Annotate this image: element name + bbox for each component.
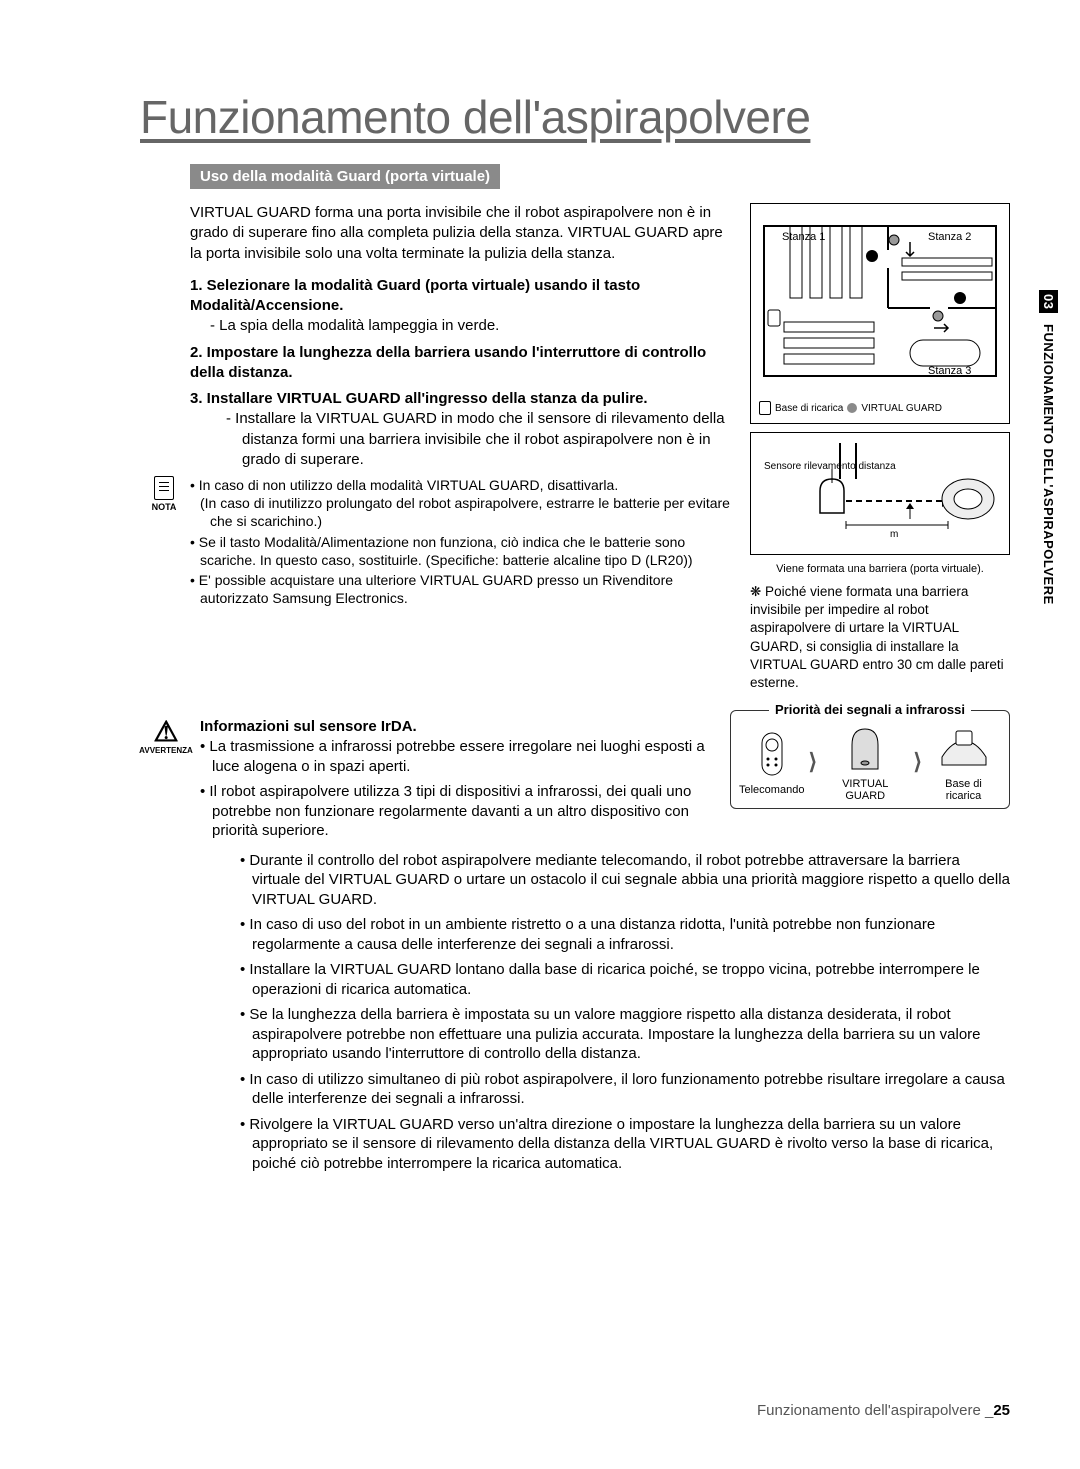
priority-label-2: VIRTUAL GUARD (821, 778, 909, 802)
barrier-diagram-svg: Sensore rilevamento distanza m (759, 441, 1001, 541)
footer-page-number: 25 (993, 1402, 1010, 1419)
irda-bullet-1: La trasmissione a infrarossi potrebbe es… (200, 737, 720, 776)
note-1-sub: (In caso di inutilizzo prolungato del ro… (210, 494, 736, 530)
note-2: Se il tasto Modalità/Alimentazione non f… (190, 533, 736, 569)
nota-icon-column: NOTA (144, 476, 184, 512)
base-icon (936, 721, 992, 775)
footer-text: Funzionamento dell'aspirapolvere _ (757, 1402, 993, 1419)
irda-bullet-6: Se la lunghezza della barriera è imposta… (240, 1005, 1010, 1064)
section-header: Uso della modalità Guard (porta virtuale… (190, 164, 500, 189)
note-page-icon (154, 476, 174, 500)
rooms-figure: Stanza 1 Stanza 2 Stanza 3 Base di ricar… (750, 203, 1010, 424)
nota-label: NOTA (152, 502, 177, 512)
base-legend-label: Base di ricarica (775, 403, 843, 414)
priority-label-3: Base di ricarica (926, 778, 1001, 802)
warning-triangle-icon: ⚠ (138, 718, 194, 746)
guard-legend-label: VIRTUAL GUARD (861, 403, 942, 414)
svg-text:m: m (890, 529, 898, 540)
step-1: 1. Selezionare la modalità Guard (porta … (190, 276, 736, 317)
priority-item-base: Base di ricarica (926, 721, 1001, 802)
barrier-figure-caption: Viene formata una barriera (porta virtua… (750, 563, 1010, 575)
side-tab-text: FUNZIONAMENTO DELL'ASPIRAPOLVERE (1039, 318, 1058, 611)
base-legend-icon (759, 401, 771, 415)
figure-column: Stanza 1 Stanza 2 Stanza 3 Base di ricar… (750, 203, 1010, 692)
main-text-column: VIRTUAL GUARD forma una porta invisibile… (190, 203, 736, 692)
rooms-diagram-svg: Stanza 1 Stanza 2 Stanza 3 (759, 212, 1001, 392)
virtual-guard-icon (842, 721, 888, 775)
sensor-label: Sensore rilevamento distanza (764, 461, 896, 472)
irda-bullet-8: Rivolgere la VIRTUAL GUARD verso un'altr… (240, 1115, 1010, 1174)
priority-sep-2: ⟩ (913, 749, 922, 775)
step-3-sub: - Installare la VIRTUAL GUARD in modo ch… (226, 409, 736, 470)
priority-label-1: Telecomando (739, 784, 804, 796)
side-tab-number: 03 (1039, 290, 1058, 313)
priority-item-guard: VIRTUAL GUARD (821, 721, 909, 802)
note-3: E' possible acquistare una ulteriore VIR… (190, 571, 736, 607)
step-2: 2. Impostare la lunghezza della barriera… (190, 343, 736, 384)
room3-label: Stanza 3 (928, 365, 971, 377)
irda-bullet-7: In caso di utilizzo simultaneo di più ro… (240, 1070, 1010, 1109)
irda-bullet-4: In caso di uso del robot in un ambiente … (240, 915, 1010, 954)
irda-title: Informazioni sul sensore IrDA. (200, 718, 720, 735)
side-section-tab: 03 FUNZIONAMENTO DELL'ASPIRAPOLVERE (1041, 290, 1056, 610)
priority-title: Priorità dei segnali a infrarossi (769, 702, 971, 717)
step-3: 3. Installare VIRTUAL GUARD all'ingresso… (190, 389, 736, 409)
step-1-sub: - La spia della modalità lampeggia in ve… (210, 316, 736, 336)
intro-paragraph: VIRTUAL GUARD forma una porta invisibile… (190, 203, 736, 264)
priority-box: Priorità dei segnali a infrarossi Teleco… (730, 710, 1010, 809)
figure-legend: Base di ricarica VIRTUAL GUARD (759, 401, 1001, 415)
priority-sep-1: ⟩ (808, 749, 817, 775)
guard-legend-icon (847, 403, 857, 413)
irda-bullet-5: Installare la VIRTUAL GUARD lontano dall… (240, 960, 1010, 999)
priority-item-remote: Telecomando (739, 727, 804, 796)
avvertenza-icon-column: ⚠ AVVERTENZA (138, 718, 194, 755)
note-1: In caso di non utilizzo della modalità V… (199, 477, 618, 493)
room1-label: Stanza 1 (782, 231, 825, 243)
nota-content: In caso di non utilizzo della modalità V… (190, 476, 736, 609)
page-footer: Funzionamento dell'aspirapolvere _25 (757, 1402, 1010, 1419)
avvertenza-label: AVVERTENZA (139, 746, 193, 755)
irda-bullet-3: Durante il controllo del robot aspirapol… (240, 851, 1010, 910)
remote-icon (754, 727, 790, 781)
irda-bullet-2: Il robot aspirapolvere utilizza 3 tipi d… (200, 782, 720, 841)
room2-label: Stanza 2 (928, 231, 971, 243)
star-note: ❋ Poiché viene formata una barriera invi… (750, 583, 1010, 692)
barrier-figure: Sensore rilevamento distanza m (750, 432, 1010, 555)
page-title: Funzionamento dell'aspirapolvere (140, 90, 1010, 144)
